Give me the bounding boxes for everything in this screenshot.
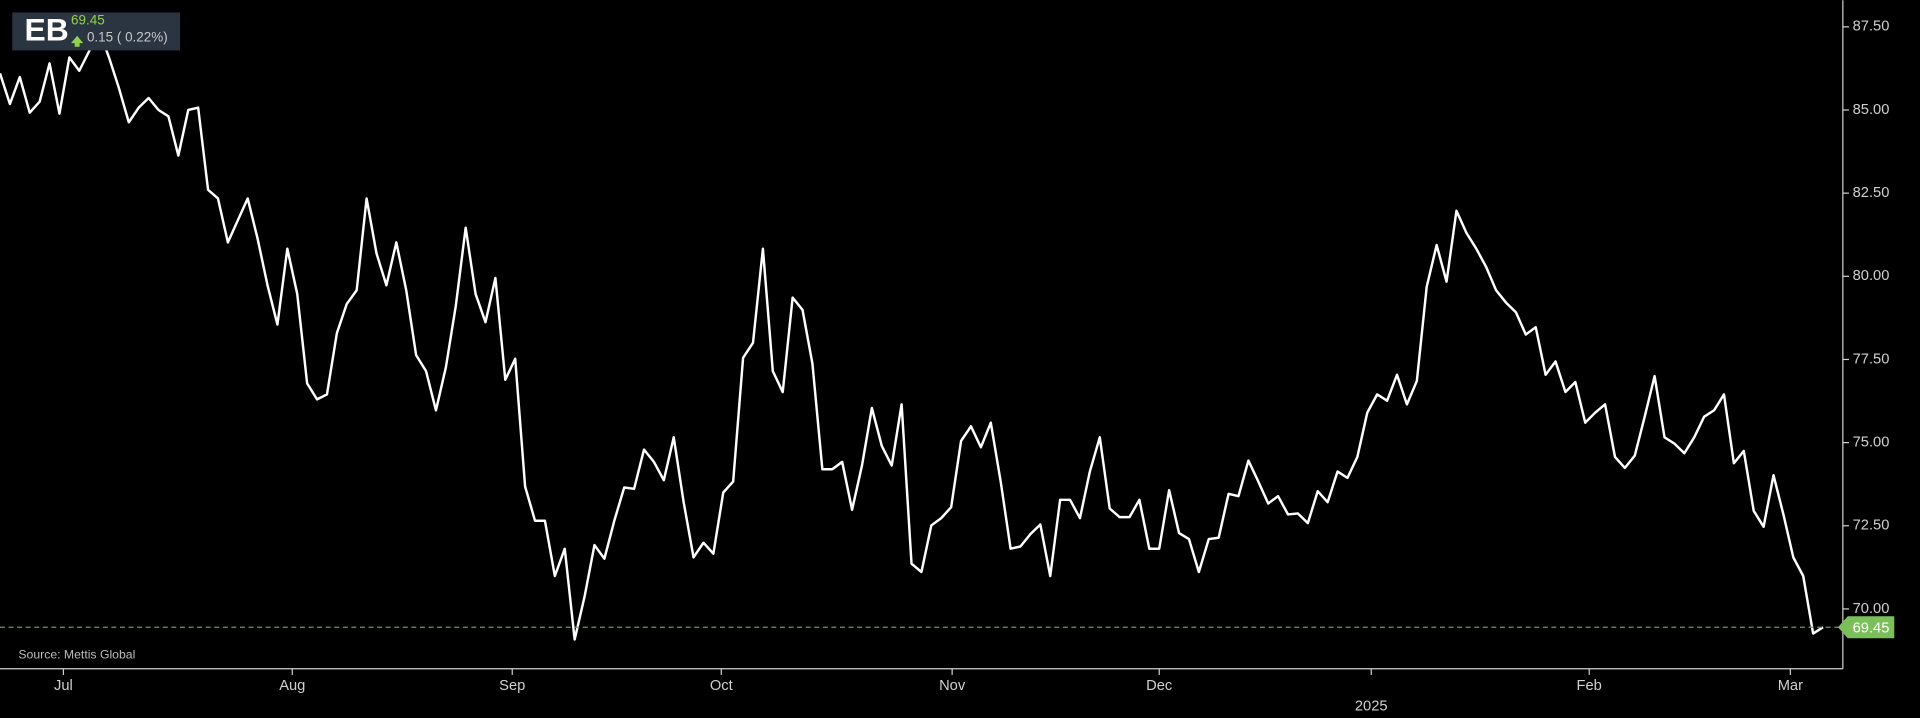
- y-tick-label: 70.00: [1853, 601, 1890, 617]
- last-price-label: 69.45: [1853, 620, 1890, 636]
- last-price-marker: [1837, 616, 1895, 639]
- quote-change: 0.15 ( 0.22%): [87, 30, 168, 45]
- y-tick-label: 77.50: [1853, 351, 1890, 367]
- up-arrow: [71, 35, 84, 47]
- y-tick-label: 75.00: [1853, 434, 1890, 450]
- quote-price: 69.45: [71, 13, 105, 28]
- x-tick-label: 2025: [1355, 699, 1388, 715]
- y-tick-label: 82.50: [1853, 185, 1890, 201]
- quote-box: [12, 12, 180, 51]
- x-tick-label: Nov: [939, 678, 966, 694]
- x-tick-label: Feb: [1577, 678, 1602, 694]
- x-tick-label: Sep: [499, 678, 525, 694]
- x-tick-label: Aug: [279, 678, 305, 694]
- y-tick-label: 87.50: [1853, 19, 1890, 35]
- source: Source: Mettis Global: [18, 648, 135, 662]
- ticker: EB: [24, 11, 68, 47]
- y-tick-label: 72.50: [1853, 518, 1890, 534]
- x-tick-label: Dec: [1146, 678, 1172, 694]
- y-tick-label: 85.00: [1853, 102, 1890, 118]
- x-tick-label: Oct: [710, 678, 733, 694]
- x-tick-label: Mar: [1778, 678, 1803, 694]
- y-tick-label: 80.00: [1853, 268, 1890, 284]
- plot: [0, 29, 1843, 641]
- x-tick-label: Jul: [54, 678, 73, 694]
- price-line: [0, 29, 1824, 641]
